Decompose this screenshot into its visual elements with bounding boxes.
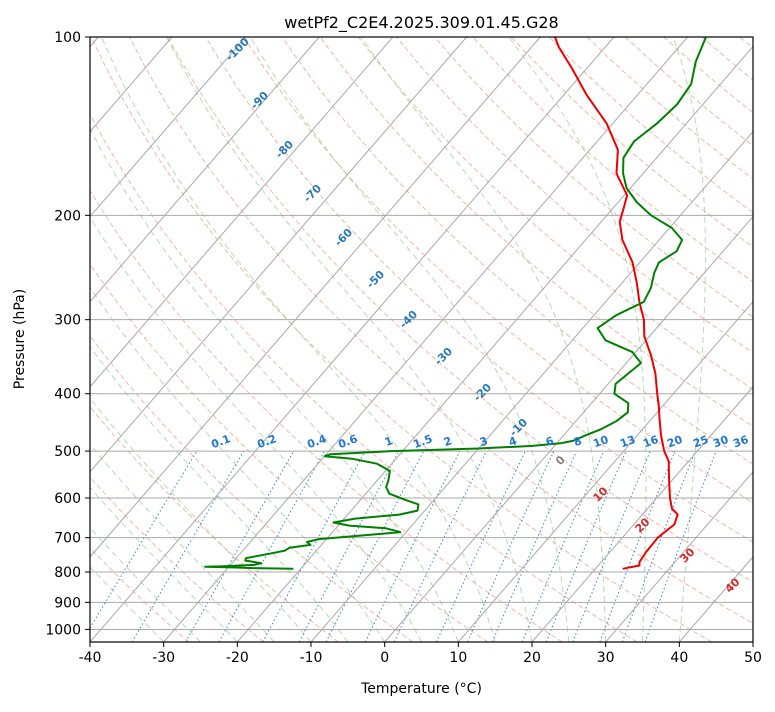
dry-adiabat	[587, 37, 775, 642]
x-axis-label: Temperature (°C)	[360, 681, 482, 697]
dry-adiabat	[53, 37, 637, 642]
y-tick-label: 300	[54, 313, 81, 329]
x-tick-label: 40	[670, 650, 688, 666]
y-tick-label: 900	[54, 595, 81, 611]
mixing-ratio-line	[436, 451, 525, 642]
dry-adiabat-label: -100	[223, 35, 252, 64]
mixing-ratio-line	[600, 451, 675, 642]
mixing-ratio-label: 10	[591, 433, 610, 451]
dry-adiabat-label: -50	[364, 268, 387, 291]
y-tick-label: 600	[54, 491, 81, 507]
dry-adiabat-label: -90	[248, 89, 271, 112]
mixing-ratio-label: 36	[731, 433, 750, 451]
mixing-ratio-label: 30	[711, 433, 730, 451]
mixing-ratio-line	[645, 451, 716, 642]
x-tick-label: 30	[597, 650, 615, 666]
dry-adiabat-label: 30	[678, 545, 698, 565]
dry-adiabat	[0, 37, 413, 642]
mixing-ratio-line	[394, 451, 486, 642]
y-tick-label: 700	[54, 531, 81, 547]
y-tick-label: 400	[54, 387, 81, 403]
plot-frame	[90, 37, 753, 642]
y-tick-label: 800	[54, 565, 81, 581]
mixing-ratio-label: 0.6	[336, 432, 359, 451]
x-tick-label: 10	[449, 650, 467, 666]
moist-adiabat	[0, 37, 201, 642]
isotherm	[0, 37, 246, 642]
isotherm	[753, 37, 775, 642]
y-tick-label: 100	[54, 30, 81, 46]
dry-adiabat	[702, 37, 775, 642]
moist-adiabat	[509, 37, 646, 642]
x-tick-label: 20	[523, 650, 541, 666]
dry-adiabat	[549, 37, 775, 642]
dry-adiabat-label: 0	[553, 453, 568, 468]
isotherm	[385, 37, 775, 642]
moist-adiabat	[0, 37, 274, 642]
y-tick-label: 200	[54, 208, 81, 224]
dry-adiabat-label: 10	[591, 484, 611, 504]
mixing-ratio-label: 16	[641, 433, 660, 451]
mixing-ratio-label: 1.5	[411, 432, 434, 451]
mixing-ratio-label: 0.2	[255, 432, 278, 451]
moist-adiabat	[0, 37, 385, 642]
x-tick-label: -20	[226, 650, 249, 666]
y-tick-label: 500	[54, 444, 81, 460]
dry-adiabat	[244, 37, 775, 642]
dry-adiabat-label: -40	[397, 308, 420, 331]
isotherm	[0, 37, 319, 642]
mixing-ratio-label: 2	[442, 434, 454, 449]
mixing-ratio-line	[492, 451, 576, 642]
moist-adiabat	[361, 37, 606, 642]
mixing-ratio-label: 1	[383, 434, 395, 449]
x-tick-label: -30	[152, 650, 175, 666]
dry-adiabat-label: -60	[332, 226, 355, 249]
mixing-ratio-line	[573, 451, 651, 642]
dry-adiabat	[740, 37, 775, 642]
mixing-ratio-label: 0.4	[305, 432, 328, 451]
x-tick-label: 50	[744, 650, 762, 666]
isotherm	[311, 37, 775, 642]
chart-title: wetPf2_C2E4.2025.309.01.45.G28	[284, 13, 558, 33]
x-tick-label: -40	[79, 650, 102, 666]
moist-adiabat	[0, 37, 237, 642]
dry-adiabat	[0, 37, 488, 642]
isotherm	[90, 37, 614, 642]
y-axis-label: Pressure (hPa)	[12, 289, 28, 389]
mixing-ratio-line	[219, 451, 325, 642]
dry-adiabat-label: -20	[471, 381, 494, 404]
isotherm	[0, 37, 467, 642]
dry-adiabat-label: -70	[301, 182, 324, 205]
y-tick-label: 1000	[45, 622, 81, 638]
x-tick-label: 0	[380, 650, 389, 666]
dry-adiabat	[511, 37, 775, 642]
mixing-ratio-label: 25	[691, 433, 710, 450]
profile-lines	[205, 37, 706, 569]
isotherm	[458, 37, 775, 642]
x-tick-label: -10	[300, 650, 323, 666]
mixing-ratio-line	[622, 451, 695, 642]
moist-adiabat	[0, 37, 311, 642]
mixing-ratio-line	[299, 451, 399, 642]
mixing-ratio-label: 0.1	[209, 432, 232, 451]
moist-adiabat	[50, 37, 459, 642]
dry-adiabat	[397, 37, 775, 642]
isotherm	[0, 37, 393, 642]
mixing-ratio-label: 20	[665, 433, 684, 451]
dry-adiabat-label: -30	[432, 345, 455, 368]
grid-lines	[0, 37, 775, 642]
dewpoint-line	[205, 37, 706, 569]
dry-adiabat-label: 40	[723, 575, 743, 595]
mixing-ratio-label: 13	[618, 433, 637, 450]
isotherm	[532, 37, 775, 642]
